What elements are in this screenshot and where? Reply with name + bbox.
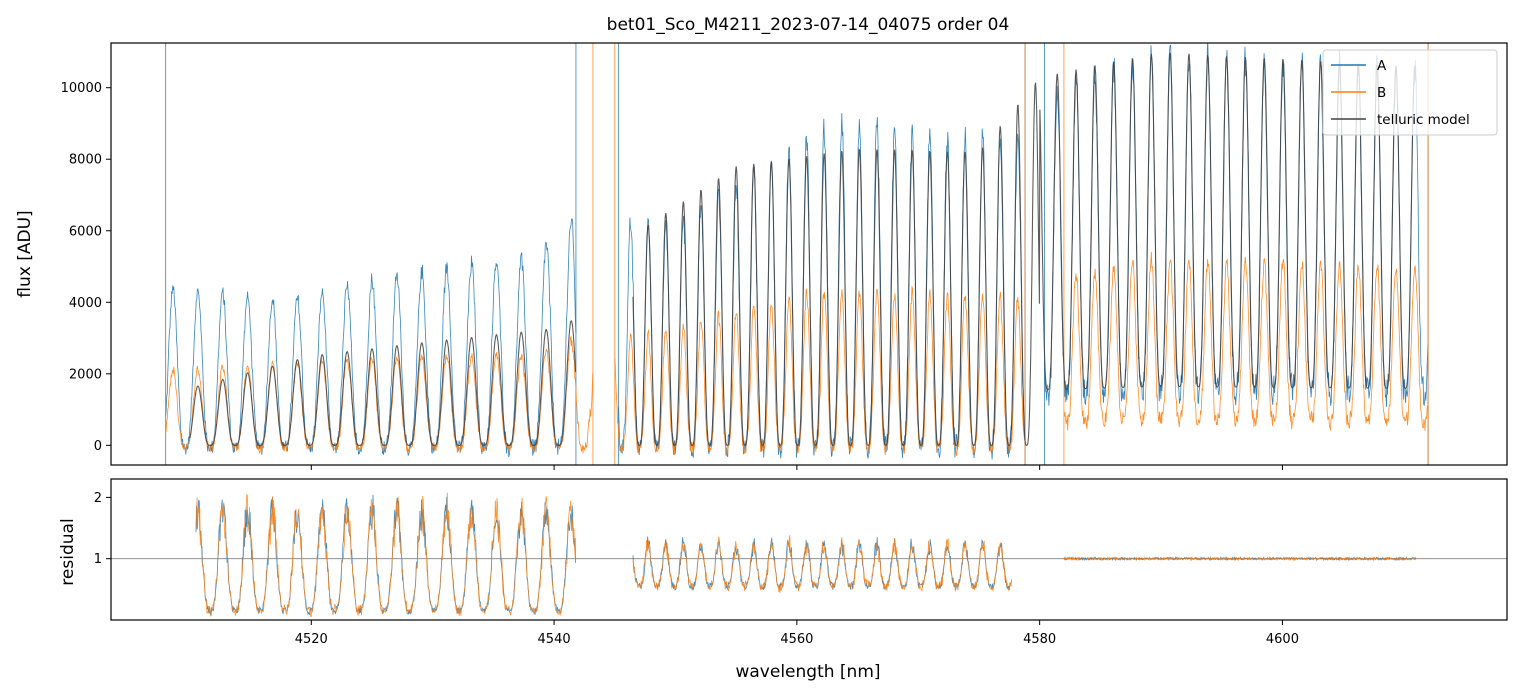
- flux-y-ticks: 0 2000 4000 6000 8000 10000: [61, 81, 111, 454]
- residual-x-ticks: 4520 4540 4560 4580 4600: [295, 620, 1299, 647]
- flux-plot-area: [165, 43, 1429, 465]
- x-axis-label: wavelength [nm]: [735, 662, 880, 682]
- y-tick-label: 1: [94, 552, 102, 567]
- x-tick-label: 4560: [780, 632, 813, 647]
- flux-y-axis-label: flux [ADU]: [15, 210, 35, 297]
- series-a-segment: [165, 218, 577, 458]
- y-tick-label: 0: [94, 439, 102, 454]
- legend-label-a: A: [1377, 58, 1387, 74]
- series-telluric-model-segment: [189, 319, 577, 446]
- series-b-segment: [614, 286, 1026, 457]
- legend-box: [1322, 49, 1498, 136]
- residual-plot-area: [111, 492, 1507, 618]
- flux-axes-frame: [110, 42, 1508, 466]
- legend-label-b: B: [1377, 85, 1386, 101]
- legend-label-telluric: telluric model: [1377, 112, 1470, 128]
- chart-title: bet01_Sco_M4211_2023-07-14_04075 order 0…: [607, 15, 1010, 35]
- x-tick-label: 4520: [295, 632, 328, 647]
- series-b-segment: [165, 335, 594, 455]
- series-b-segment: [1063, 251, 1429, 431]
- flux-panel: 0 2000 4000 6000 8000 10000 flux [ADU] A B te…: [15, 42, 1508, 470]
- residual-axes-frame: [110, 478, 1508, 621]
- flux-x-ticks: [310, 465, 1283, 470]
- x-tick-label: 4580: [1023, 632, 1056, 647]
- legend: A B telluric model: [1322, 49, 1498, 136]
- y-tick-label: 2000: [69, 367, 102, 382]
- residual-b-segment: [1063, 556, 1417, 562]
- y-tick-label: 8000: [69, 153, 102, 168]
- y-tick-label: 10000: [61, 81, 102, 96]
- x-tick-label: 4600: [1266, 632, 1299, 647]
- residual-y-ticks: 12: [94, 491, 111, 567]
- x-tick-label: 4540: [538, 632, 571, 647]
- residual-panel: 12 4520 4540 4560 4580 4600 residual wavelen…: [58, 478, 1508, 682]
- residual-y-axis-label: residual: [58, 518, 78, 585]
- y-tick-label: 2: [94, 491, 102, 506]
- y-tick-label: 4000: [69, 296, 102, 311]
- series-telluric-model-segment: [632, 52, 1417, 446]
- residual-b-segment: [195, 492, 576, 618]
- residual-a-segment: [195, 494, 576, 616]
- residual-b-segment: [632, 535, 1012, 593]
- y-tick-label: 6000: [69, 224, 102, 239]
